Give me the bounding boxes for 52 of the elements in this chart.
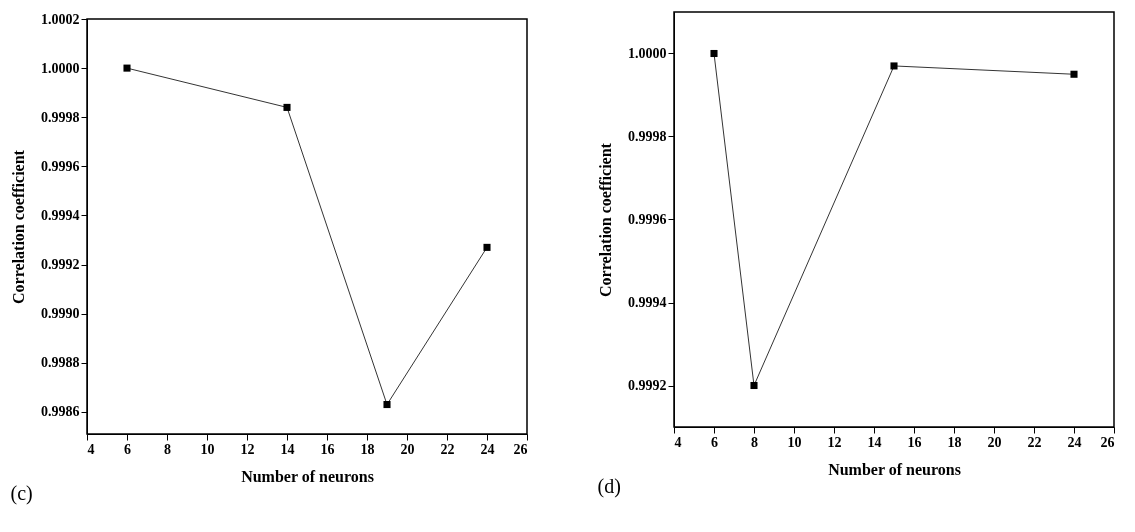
y-tick-label: 0.9992	[41, 257, 80, 273]
point	[1070, 70, 1078, 78]
point	[283, 103, 291, 111]
x-tick-label: 18	[360, 441, 375, 457]
y-tick-label: 0.9990	[41, 306, 80, 322]
x-tick-label: 24	[480, 441, 495, 457]
y-tick-label: 0.9988	[41, 355, 80, 371]
x-tick-label: 24	[1067, 434, 1082, 450]
y-tick-label: 1.0000	[41, 60, 80, 76]
point	[710, 49, 718, 58]
x-tick-label: 8	[164, 441, 171, 457]
y-axis-title: Correlation coefficient	[597, 142, 614, 297]
x-tick-label: 16	[320, 441, 335, 457]
text: (d)	[597, 475, 621, 498]
y-tick-label: 0.9986	[41, 404, 80, 420]
y-tick-label: 0.9998	[41, 109, 80, 125]
y-tick-label: 1.0000	[628, 46, 667, 61]
x-tick-label: 18	[947, 434, 962, 450]
point	[123, 64, 131, 72]
x-tick-label: 22	[1027, 434, 1042, 450]
x-tick-label: 6	[711, 434, 718, 450]
x-tick-label: 14	[867, 434, 882, 450]
y-tick-label: 0.9994	[41, 207, 80, 223]
x-tick-label: 4	[674, 434, 682, 450]
x-tick-label: 8	[751, 434, 758, 450]
y-tick-label: 0.9994	[628, 295, 667, 310]
point	[383, 401, 391, 409]
point	[483, 243, 491, 251]
x-tick-label: 14	[280, 441, 295, 457]
y-tick-label: 0.9992	[628, 378, 667, 393]
x-tick-label: 20	[400, 441, 415, 457]
text: (c)	[10, 482, 33, 505]
point	[890, 62, 898, 70]
point	[750, 381, 758, 390]
x-tick-label: 22	[440, 441, 455, 457]
x-tick-label: 10	[200, 441, 215, 457]
x-tick-label: 16	[907, 434, 922, 450]
x-axis-title: Number of neurons	[828, 460, 961, 478]
y-tick-label: 0.9996	[41, 158, 80, 174]
x-tick-label: 26	[1100, 434, 1115, 450]
y-tick-label: 0.9996	[628, 212, 667, 227]
x-axis-title: Number of neurons	[241, 467, 374, 485]
x-tick-label: 10	[787, 434, 802, 450]
x-tick-label: 20	[987, 434, 1002, 450]
x-tick-label: 26	[513, 441, 528, 457]
x-tick-label: 4	[87, 441, 95, 457]
y-tick-label: 0.9998	[628, 129, 667, 144]
y-tick-label: 1.0002	[41, 11, 80, 27]
y-axis-title: Correlation coefficient	[10, 149, 27, 304]
x-tick-label: 12	[240, 441, 255, 457]
x-tick-label: 6	[124, 441, 131, 457]
x-tick-label: 12	[827, 434, 842, 450]
